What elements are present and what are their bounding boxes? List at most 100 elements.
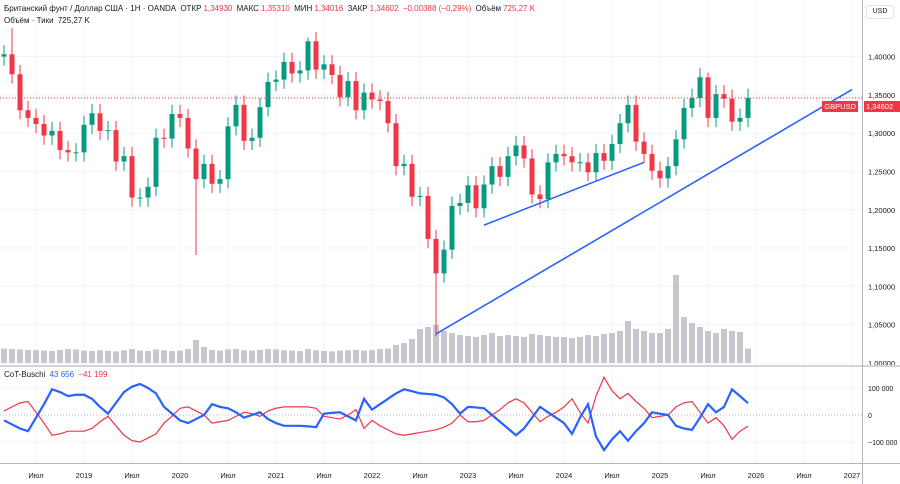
volume-bar — [249, 350, 255, 363]
price-axis-label: 1,00000 — [868, 359, 895, 368]
time-axis-label: 2024 — [556, 471, 573, 480]
volume-bar — [649, 333, 655, 363]
price-axis-label: 1,15000 — [868, 244, 895, 253]
low-label: МИН — [294, 4, 313, 13]
volume-bar — [273, 349, 279, 363]
candle-body — [81, 124, 87, 153]
cot-series-line — [3, 375, 749, 443]
volume-bar — [625, 321, 631, 363]
volume-bar — [713, 333, 719, 363]
cot-legend[interactable]: CoT-Buschi 43 656 −41 199 — [4, 370, 109, 379]
candle-body — [209, 163, 215, 184]
time-axis-label: 2023 — [460, 471, 477, 480]
time-axis-label: 2027 — [844, 471, 861, 480]
candle-body — [545, 162, 551, 200]
volume-bar — [17, 349, 23, 363]
volume-bar — [81, 350, 87, 363]
volume-bar — [361, 350, 367, 363]
candle-body — [649, 153, 655, 171]
volume-bar — [161, 350, 167, 363]
candle-body — [745, 97, 751, 118]
volume-bar — [329, 351, 335, 363]
volume-bar — [337, 350, 343, 363]
volume-bar — [185, 349, 191, 363]
candle-body — [561, 153, 567, 157]
volume-bar — [297, 351, 303, 363]
volume-bar — [313, 350, 319, 363]
candle-body — [481, 184, 487, 209]
close-label: ЗАКР — [347, 4, 368, 13]
candle-body — [497, 166, 503, 177]
price-axis-label: 1,10000 — [868, 282, 895, 291]
candle-body — [577, 162, 583, 164]
volume-bar — [353, 349, 359, 363]
volume-bar — [561, 337, 567, 363]
candle-body — [457, 202, 463, 206]
candle-body — [169, 114, 175, 139]
volume-bar — [281, 350, 287, 363]
candle-body — [625, 104, 631, 124]
high-label: МАКС — [236, 4, 259, 13]
candle-body — [145, 186, 151, 198]
volume-bar — [681, 317, 687, 363]
volume-bar — [1, 348, 7, 363]
volume-bar — [689, 323, 695, 363]
cot-axis-label: 100 000 — [868, 386, 893, 393]
volume-bar — [321, 351, 327, 363]
volume-bar — [113, 351, 119, 363]
time-axis-label: 2020 — [172, 471, 189, 480]
candle-body — [569, 156, 575, 163]
volume-bar — [657, 333, 663, 363]
price-axis-label: 1,25000 — [868, 168, 895, 177]
volume-bar — [265, 349, 271, 363]
volume-bar — [441, 331, 447, 363]
volume-bar — [505, 335, 511, 363]
volume-bar — [129, 349, 135, 363]
candle-body — [377, 99, 383, 102]
candle-body — [177, 114, 183, 118]
currency-button[interactable]: USD — [866, 5, 894, 19]
volume-bar — [169, 351, 175, 363]
volume-value: 725,27 K — [503, 4, 536, 13]
volume-bar — [553, 337, 559, 363]
candle-body — [121, 156, 127, 162]
candle-body — [65, 150, 71, 153]
change-value: −0,00388 (−0,29%) — [402, 4, 472, 13]
volume-bar — [25, 350, 31, 363]
volume-bar — [513, 336, 519, 363]
time-axis-label: 2019 — [76, 471, 93, 480]
volume-bar — [545, 336, 551, 363]
candle-body — [217, 179, 223, 184]
candle-body — [409, 163, 415, 197]
volume-bar — [65, 349, 71, 363]
candle-body — [681, 107, 687, 140]
volume-bar — [73, 349, 79, 363]
trendline — [435, 88, 853, 335]
low-value: 1,34016 — [314, 4, 344, 13]
candle-body — [633, 104, 639, 142]
candle-body — [385, 101, 391, 124]
volume-bar — [369, 350, 375, 363]
volume-indicator-value: 725,27 K — [57, 16, 90, 25]
volume-bar — [569, 338, 575, 363]
volume-bar — [585, 335, 591, 363]
candle-body — [361, 92, 367, 111]
volume-bar — [201, 347, 207, 363]
candle-body — [465, 185, 471, 203]
volume-bar — [473, 337, 479, 363]
time-axis-label: Июл — [124, 471, 139, 480]
candle-body — [617, 123, 623, 144]
time-axis-label: Июл — [316, 471, 331, 480]
volume-bar — [377, 349, 383, 363]
volume-bar — [409, 339, 415, 363]
time-axis-label: 2021 — [268, 471, 285, 480]
candle-body — [17, 74, 23, 111]
volume-indicator-name: Объём · Тики — [4, 16, 54, 25]
volume-legend[interactable]: Объём · Тики 725,27 K — [4, 16, 92, 25]
symbol-title[interactable]: Британский фунт / Доллар США · 1Н · OAND… — [4, 4, 177, 13]
candle-body — [281, 61, 287, 80]
price-axis-label: 1,20000 — [868, 206, 895, 215]
candle-body — [585, 162, 591, 173]
cot-indicator-name: CoT-Buschi — [4, 370, 46, 379]
